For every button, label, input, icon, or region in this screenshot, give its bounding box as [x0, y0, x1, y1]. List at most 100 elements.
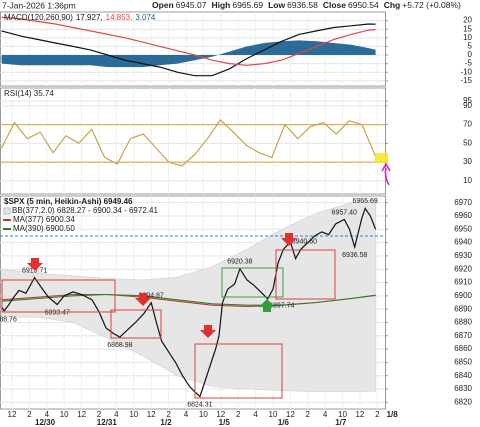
- y-tick-label: 6900: [454, 291, 472, 300]
- y-tick-label: -10: [460, 67, 472, 76]
- y-tick-label: 30: [463, 157, 472, 166]
- legend-title: MACD(120,260,90): [4, 13, 73, 22]
- x-tick-label: 10: [199, 410, 208, 419]
- y-tick-label: -15: [460, 76, 472, 85]
- x-tick-label: 2: [166, 410, 171, 419]
- panel-frame: [0, 11, 386, 87]
- y-tick-label: 6870: [454, 331, 472, 340]
- x-tick-label: 4: [45, 410, 50, 419]
- x-tick-label: 12: [355, 410, 364, 419]
- annotations: [1, 153, 391, 399]
- legend-entry: BB(377,2.0) 6828.27 - 6900.34 - 6972.41: [12, 206, 158, 215]
- legend-title: $SPX (5 min, Heikin-Ashi) 6949.46: [4, 197, 133, 206]
- y-tick-label: 10: [463, 176, 472, 185]
- x-tick-label: 12: [77, 410, 86, 419]
- header-date: 7-Jan-2026 1:36pm: [2, 0, 76, 10]
- y-tick-label: 6930: [454, 251, 472, 260]
- legend-entry: MA(390) 6900.50: [13, 224, 75, 233]
- y-tick-label: 6860: [454, 344, 472, 353]
- x-tick-label: 2: [306, 410, 311, 419]
- header-label: Low: [268, 0, 285, 10]
- highlight-box: [194, 343, 283, 399]
- y-tick-label: 6970: [454, 198, 472, 207]
- series-line: [1, 16, 376, 66]
- legend-swatch: [3, 207, 11, 215]
- y-tick-label: 10: [463, 33, 472, 42]
- price-annotation: 6913.71: [22, 267, 47, 274]
- pointer-arrow: [381, 162, 391, 172]
- x-date-label: 1/2: [160, 418, 172, 427]
- arrow-up: [259, 299, 275, 312]
- highlight-marker: [375, 153, 388, 163]
- header-value: 6945.07: [176, 0, 207, 10]
- x-tick-label: 12: [286, 410, 295, 419]
- pointer-arrow: [384, 167, 390, 186]
- legend-entry: MA(377) 6900.34: [13, 215, 75, 224]
- x-tick-label: 12: [8, 410, 17, 419]
- price-annotation: 6957.40: [332, 209, 357, 216]
- x-tick-label: 10: [269, 410, 278, 419]
- header-label: Chg: [384, 0, 401, 10]
- panel-legend: RSI(14) 35.74: [4, 89, 54, 98]
- histogram-area: [1, 40, 376, 68]
- price-annotation: 6824.31: [187, 401, 212, 408]
- panel-frame: [0, 87, 386, 195]
- panel-legend: MACD(120,260,90) 17.927, 14.853, 3.074: [4, 13, 156, 22]
- x-date-label: 1/6: [278, 418, 290, 427]
- y-tick-label: 6880: [454, 318, 472, 327]
- x-date-label: 1/8: [387, 410, 399, 419]
- header-value: +5.72 (+0.08%): [402, 0, 461, 10]
- x-tick-label: 10: [129, 410, 138, 419]
- x-date-label: 12/30: [35, 418, 56, 427]
- x-tick-label: 10: [338, 410, 347, 419]
- header-value: 6936.58: [287, 0, 318, 10]
- y-tick-label: 6950: [454, 224, 472, 233]
- y-tick-label: 6960: [454, 211, 472, 220]
- price-annotation: 6940.60: [292, 239, 317, 246]
- x-tick-label: 12: [147, 410, 156, 419]
- y-tick-label: 6940: [454, 238, 472, 247]
- x-tick-label: 2: [27, 410, 32, 419]
- series-line: [1, 118, 377, 167]
- x-date-label: 12/31: [97, 418, 118, 427]
- price-annotation: 6897.74: [269, 303, 294, 310]
- y-tick-label: 95: [463, 96, 472, 105]
- x-tick-label: 12: [216, 410, 225, 419]
- y-tick-label: 6910: [454, 278, 472, 287]
- series-line: [1, 207, 377, 398]
- header-label: Close: [323, 0, 346, 10]
- highlight-box: [275, 249, 336, 300]
- arrow-down: [200, 325, 216, 338]
- price-annotation: 6920.38: [227, 259, 252, 266]
- x-tick-label: 2: [375, 410, 380, 419]
- y-tick-label: 6920: [454, 264, 472, 273]
- y-tick-label: 6890: [454, 304, 472, 313]
- arrow-down: [281, 233, 297, 246]
- price-annotation: 6893.47: [45, 309, 70, 316]
- y-tick-label: 20: [463, 16, 472, 25]
- y-tick-label: 6840: [454, 371, 472, 380]
- y-tick-label: 0: [468, 50, 473, 59]
- x-tick-label: 4: [114, 410, 119, 419]
- arrow-down: [27, 258, 43, 271]
- header-label: Open: [152, 0, 174, 10]
- legend-value: 3.074: [135, 13, 156, 22]
- highlight-box: [1, 279, 116, 313]
- price-annotation: 6894.87: [139, 293, 164, 300]
- y-tick-label: 50: [463, 138, 472, 147]
- legend-value: 17.927,: [76, 13, 103, 22]
- price-annotation: 6936.58: [342, 252, 367, 259]
- legend-title: RSI(14) 35.74: [4, 89, 54, 98]
- y-tick-label: 5: [468, 42, 473, 51]
- x-tick-label: 4: [253, 410, 258, 419]
- price-annotation: 6888.76: [0, 317, 17, 324]
- legend-value: 14.853,: [106, 13, 133, 22]
- header-quote: Open 6945.07 High 6965.69 Low 6936.58 Close 695…: [152, 0, 461, 10]
- panel-frame: [0, 195, 386, 410]
- header-value: 6950.54: [348, 0, 379, 10]
- x-tick-label: 2: [97, 410, 102, 419]
- y-tick-label: 15: [463, 24, 472, 33]
- header-value: 6965.69: [232, 0, 263, 10]
- y-tick-label: 6830: [454, 384, 472, 393]
